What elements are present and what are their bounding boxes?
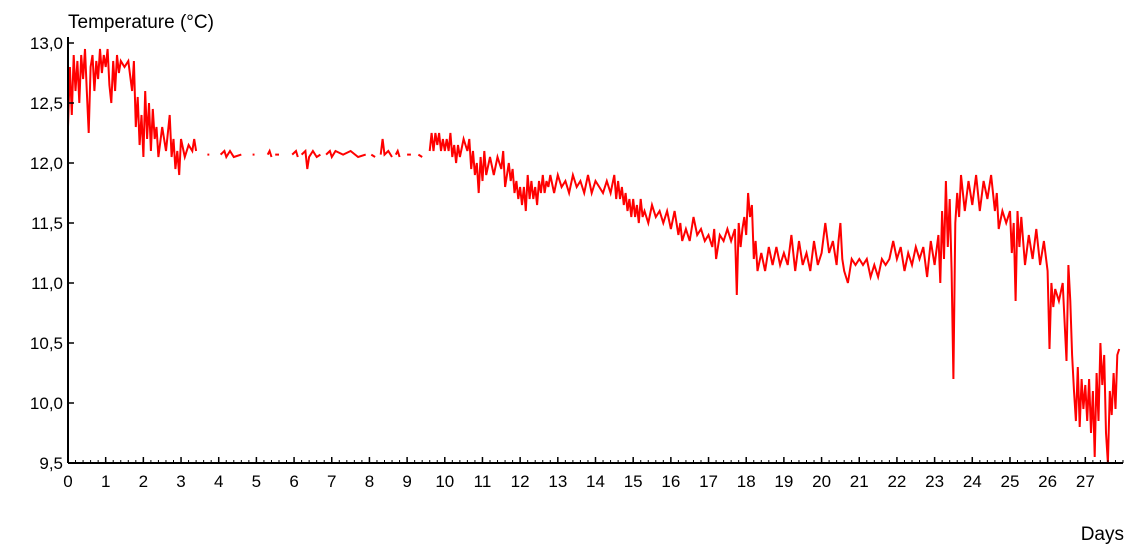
temperature-series-line [266,148,273,158]
x-tick-label: 13 [548,472,567,491]
x-tick-label: 9 [402,472,411,491]
x-tick-label: 20 [812,472,831,491]
axes-layer [67,37,1123,464]
y-tick-label: 11,0 [31,274,63,293]
x-axis-title: Days [1081,524,1124,544]
temperature-series-line [291,149,299,158]
x-tick-label: 5 [252,472,261,491]
temperature-series-line [219,149,242,160]
y-tick-label: 12,0 [30,154,63,173]
temperature-series-line [428,132,1121,464]
x-tick-label: 2 [139,472,148,491]
x-tick-label: 15 [624,472,643,491]
y-tick-label: 9,5 [39,454,63,473]
ticks-layer: 0 1 2 3 4 5 6 7 8 9 10 11 12 13 14 15 16 17 18 19 20 21 22 23 24… [30,34,1124,491]
x-tick-label: 1 [101,472,110,491]
x-tick-label: 23 [925,472,944,491]
x-tick-label: 7 [327,472,336,491]
temperature-series-line [370,153,376,158]
x-tick-label: 21 [850,472,869,491]
temperature-series-line [325,149,367,160]
series-layer [67,48,1121,464]
x-tick-label: 12 [511,472,530,491]
x-tick-label: 18 [737,472,756,491]
temperature-series-line [417,153,423,158]
y-axis-title: Temperature (°C) [68,12,214,33]
x-tick-label: 11 [474,472,492,491]
temperature-series-line [379,138,393,158]
y-tick-label: 10,5 [30,334,63,353]
x-tick-label: 6 [289,472,298,491]
x-tick-label: 22 [887,472,906,491]
x-tick-label: 3 [176,472,185,491]
x-tick-label: 25 [1001,472,1020,491]
x-tick-label: 16 [661,472,680,491]
x-tick-label: 10 [435,472,454,491]
y-tick-label: 10,0 [30,394,63,413]
x-tick-label: 27 [1076,472,1095,491]
x-tick-label: 4 [214,472,223,491]
x-tick-label: 8 [365,472,374,491]
y-tick-label: 11,5 [31,214,63,233]
temperature-series-line [67,48,198,176]
temperature-series-line [394,148,401,158]
y-tick-label: 12,5 [30,94,63,113]
x-tick-label: 26 [1038,472,1057,491]
x-tick-label: 0 [63,472,72,491]
x-tick-label: 19 [774,472,793,491]
x-tick-label: 17 [699,472,718,491]
x-tick-label: 24 [963,472,982,491]
y-tick-label: 13,0 [30,34,63,53]
temperature-series-line [300,148,321,170]
x-tick-label: 14 [586,472,605,491]
